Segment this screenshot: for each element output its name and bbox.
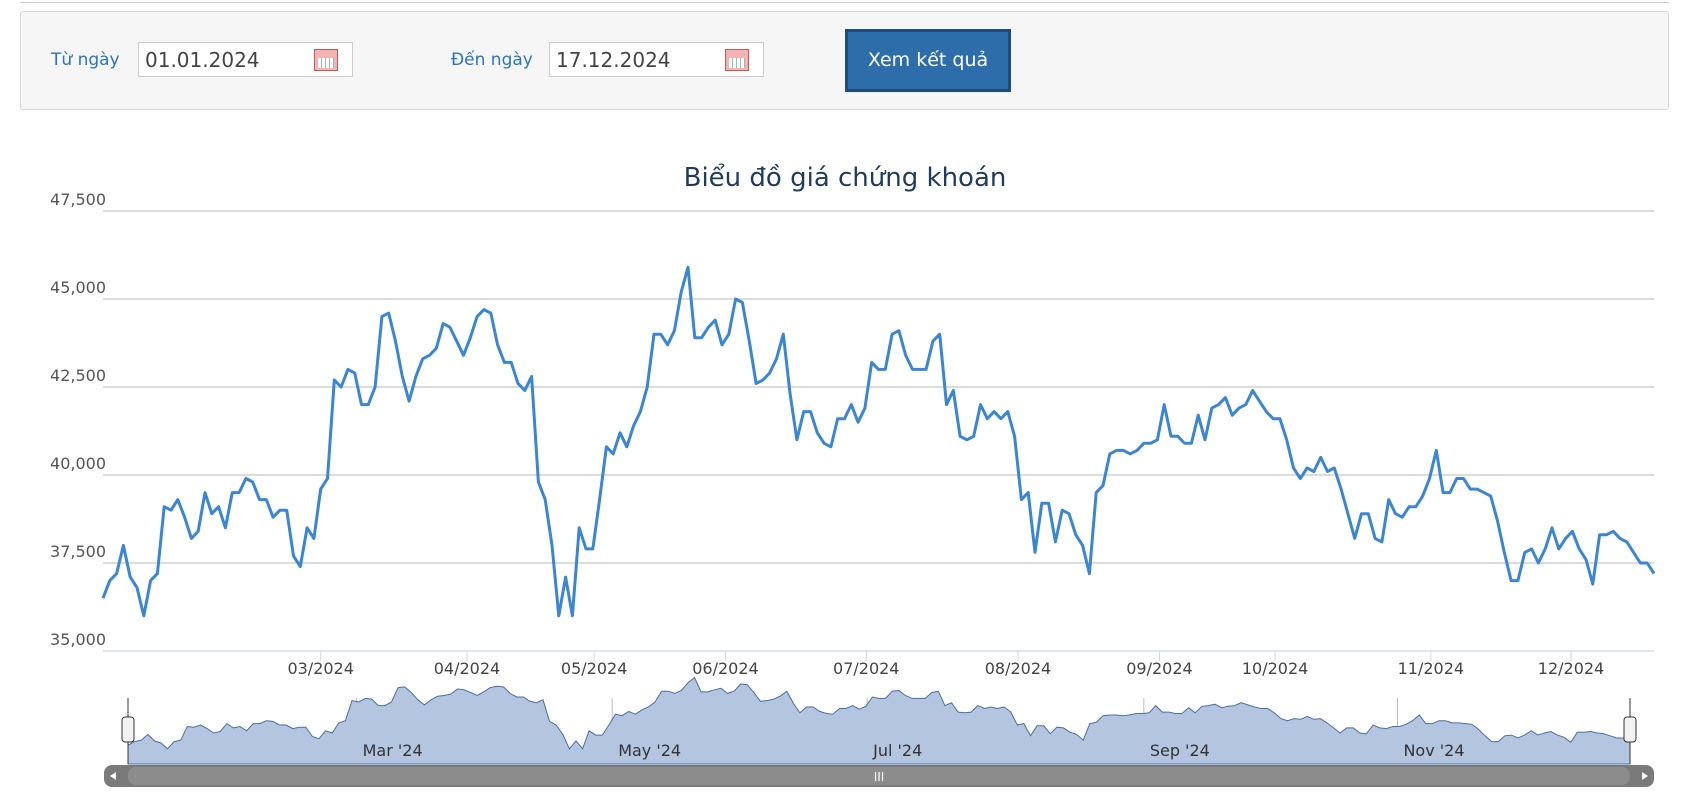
navigator-label: Nov '24 xyxy=(1403,741,1464,760)
calendar-icon[interactable] xyxy=(314,49,338,71)
y-tick-label: 37,500 xyxy=(50,542,106,561)
x-tick-label: 09/2024 xyxy=(1126,659,1192,678)
navigator-label: Sep '24 xyxy=(1150,741,1210,760)
to-value: 17.12.2024 xyxy=(556,48,671,72)
navigator-handle[interactable] xyxy=(1623,716,1637,743)
x-tick-label: 10/2024 xyxy=(1242,659,1308,678)
calendar-icon[interactable] xyxy=(725,49,749,71)
x-tick-label: 04/2024 xyxy=(434,659,500,678)
submit-button[interactable]: Xem kết quả xyxy=(845,29,1011,92)
x-tick-label: 05/2024 xyxy=(561,659,627,678)
x-tick-label: 07/2024 xyxy=(833,659,899,678)
y-tick-label: 47,500 xyxy=(50,190,106,209)
from-input[interactable]: 01.01.2024 xyxy=(138,42,353,77)
y-tick-label: 42,500 xyxy=(50,366,106,385)
to-label: Đến ngày xyxy=(451,50,533,70)
navigator-label: Mar '24 xyxy=(363,741,423,760)
navigator-label: Jul '24 xyxy=(872,741,922,760)
scrollbar-grip: III xyxy=(874,770,885,784)
navigator-label: May '24 xyxy=(618,741,681,760)
navigator-area xyxy=(127,676,1631,765)
from-label: Từ ngày xyxy=(51,50,120,70)
x-tick-label: 06/2024 xyxy=(692,659,758,678)
y-tick-label: 40,000 xyxy=(50,454,106,473)
navigator-handle[interactable] xyxy=(121,716,135,743)
price-line xyxy=(101,265,1656,618)
y-tick-label: 35,000 xyxy=(50,630,106,649)
to-input[interactable]: 17.12.2024 xyxy=(549,42,764,77)
from-value: 01.01.2024 xyxy=(145,48,260,72)
x-tick-label: 12/2024 xyxy=(1538,659,1604,678)
y-tick-label: 45,000 xyxy=(50,278,106,297)
x-tick-label: 11/2024 xyxy=(1398,659,1464,678)
scrollbar-thumb[interactable] xyxy=(128,767,1630,785)
chart-title: Biểu đồ giá chứng khoán xyxy=(684,162,1007,193)
x-tick-label: 08/2024 xyxy=(985,659,1051,678)
x-tick-label: 03/2024 xyxy=(287,659,353,678)
top-border xyxy=(20,0,1669,3)
